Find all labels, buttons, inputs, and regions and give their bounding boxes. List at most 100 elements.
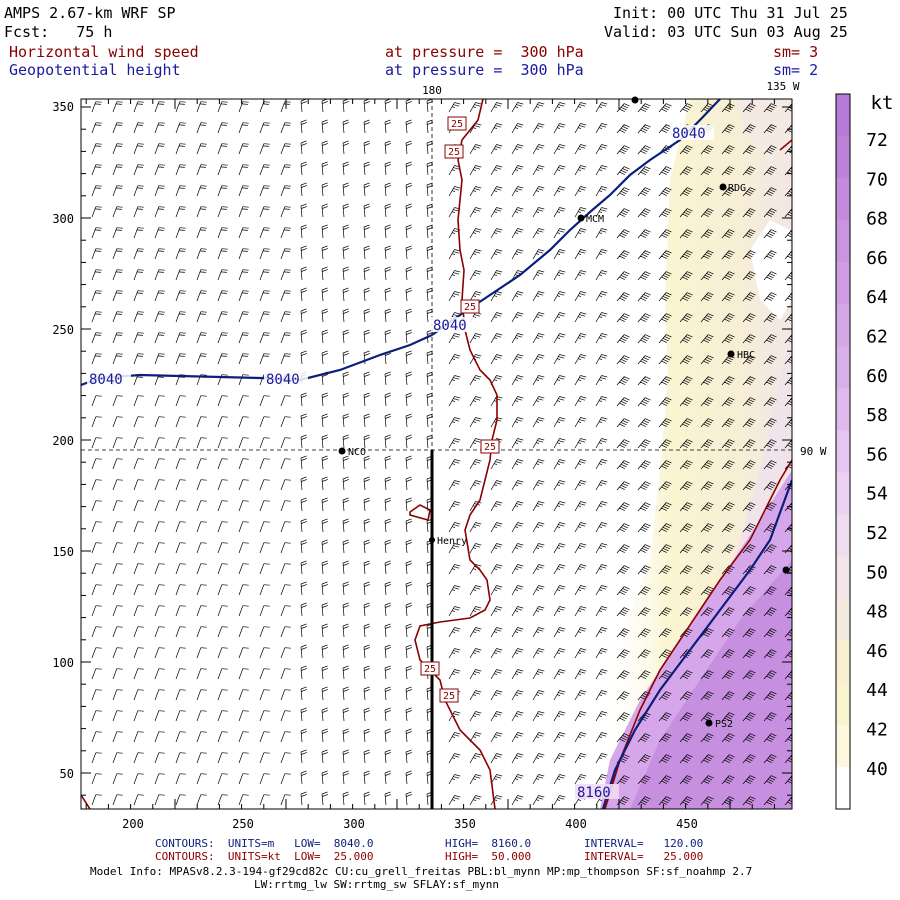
wind-barb [112, 248, 123, 260]
x-tick-350: 350 [454, 817, 476, 831]
wind-barb [700, 691, 714, 701]
wind-barb [342, 287, 350, 302]
wind-barb [721, 670, 735, 680]
wind-barb [175, 542, 186, 554]
wind-barb [742, 670, 756, 680]
wind-barb [405, 329, 413, 344]
wind-barb [763, 313, 777, 323]
wind-barb [700, 355, 714, 365]
speed-shading-purple-dark [630, 560, 792, 809]
wind-barb [175, 101, 186, 113]
wind-barb [637, 754, 651, 764]
wind-barb [259, 458, 270, 470]
wind-barb [511, 585, 524, 596]
colorbar-label-46: 46 [866, 641, 888, 662]
wind-barb [595, 270, 608, 281]
wind-barb [154, 479, 165, 491]
y-tick-300: 300 [52, 212, 74, 226]
wind-barb [784, 544, 792, 554]
x-tick-250: 250 [232, 817, 254, 831]
wind-barb [342, 308, 350, 323]
speed-label-2: 25 [448, 147, 460, 158]
wind-barb [490, 228, 503, 239]
wind-barb [112, 416, 123, 428]
wind-barb [700, 712, 714, 722]
wind-barb [175, 185, 186, 197]
wind-barb [363, 413, 371, 428]
wind-barb [595, 606, 608, 617]
isotach-25-corner [779, 139, 792, 151]
wind-barb [300, 791, 308, 806]
wind-barb [469, 375, 482, 386]
wind-barb [679, 712, 693, 722]
wind-barb [112, 773, 123, 785]
wind-barb [469, 207, 482, 218]
wind-barb [784, 733, 792, 743]
wind-barb [175, 647, 186, 659]
wind-barb [469, 690, 482, 701]
wind-barb [133, 227, 144, 239]
wind-barb [363, 518, 371, 533]
colorbar-label-60: 60 [866, 366, 888, 387]
wind-barb [721, 439, 735, 449]
wind-barb [490, 732, 503, 743]
wind-barb [763, 376, 777, 386]
wind-barb [112, 689, 123, 701]
wind-barb [300, 644, 308, 659]
wind-barb [595, 480, 608, 491]
wind-barb [490, 249, 503, 260]
colorbar-cell-68 [836, 178, 850, 221]
wind-barb [384, 99, 392, 113]
wind-barb [616, 565, 630, 575]
wind-barb [574, 207, 587, 218]
wind-barb [91, 584, 102, 596]
wind-barb [763, 775, 777, 785]
wind-barb [574, 627, 587, 638]
wind-barb [259, 164, 270, 176]
wind-barb [637, 124, 651, 134]
wind-barb [595, 249, 608, 260]
station-label-ps2: PS2 [715, 719, 733, 730]
wind-barb [238, 269, 249, 281]
wind-barb [784, 586, 792, 596]
wind-barb [342, 539, 350, 554]
wind-barb [300, 350, 308, 365]
wind-barb [553, 732, 566, 743]
wind-barb [321, 686, 329, 701]
wind-barb [280, 773, 291, 785]
wind-barb [784, 313, 792, 323]
wind-barb [175, 227, 186, 239]
wind-barb [112, 164, 123, 176]
wind-barb [217, 311, 228, 323]
wind-barb [217, 752, 228, 764]
wind-barb [238, 227, 249, 239]
wind-barb [363, 497, 371, 512]
wind-barb [448, 543, 461, 554]
wind-barb [742, 754, 756, 764]
wind-barb [595, 459, 608, 470]
wind-barb [553, 627, 566, 638]
wind-barb [679, 733, 693, 743]
station-marker-mcm [577, 214, 585, 222]
wind-barb [574, 711, 587, 722]
wind-barb [405, 623, 413, 638]
wind-barb [637, 418, 651, 428]
wind-barb [700, 733, 714, 743]
wind-barb [574, 396, 587, 407]
wind-barb [742, 397, 756, 407]
wind-barb [280, 563, 291, 575]
wind-barb [217, 479, 228, 491]
wind-barb [91, 605, 102, 617]
wind-barb [511, 396, 524, 407]
wind-barb [721, 334, 735, 344]
wind-barb [405, 560, 413, 575]
wind-barbs [91, 99, 792, 806]
wind-barb [321, 539, 329, 554]
wind-barb [469, 522, 482, 533]
wind-barb [175, 752, 186, 764]
wind-barb [217, 248, 228, 260]
wind-barb [448, 207, 461, 218]
wind-barb [238, 731, 249, 743]
wind-barb [300, 665, 308, 680]
wind-barb [553, 564, 566, 575]
